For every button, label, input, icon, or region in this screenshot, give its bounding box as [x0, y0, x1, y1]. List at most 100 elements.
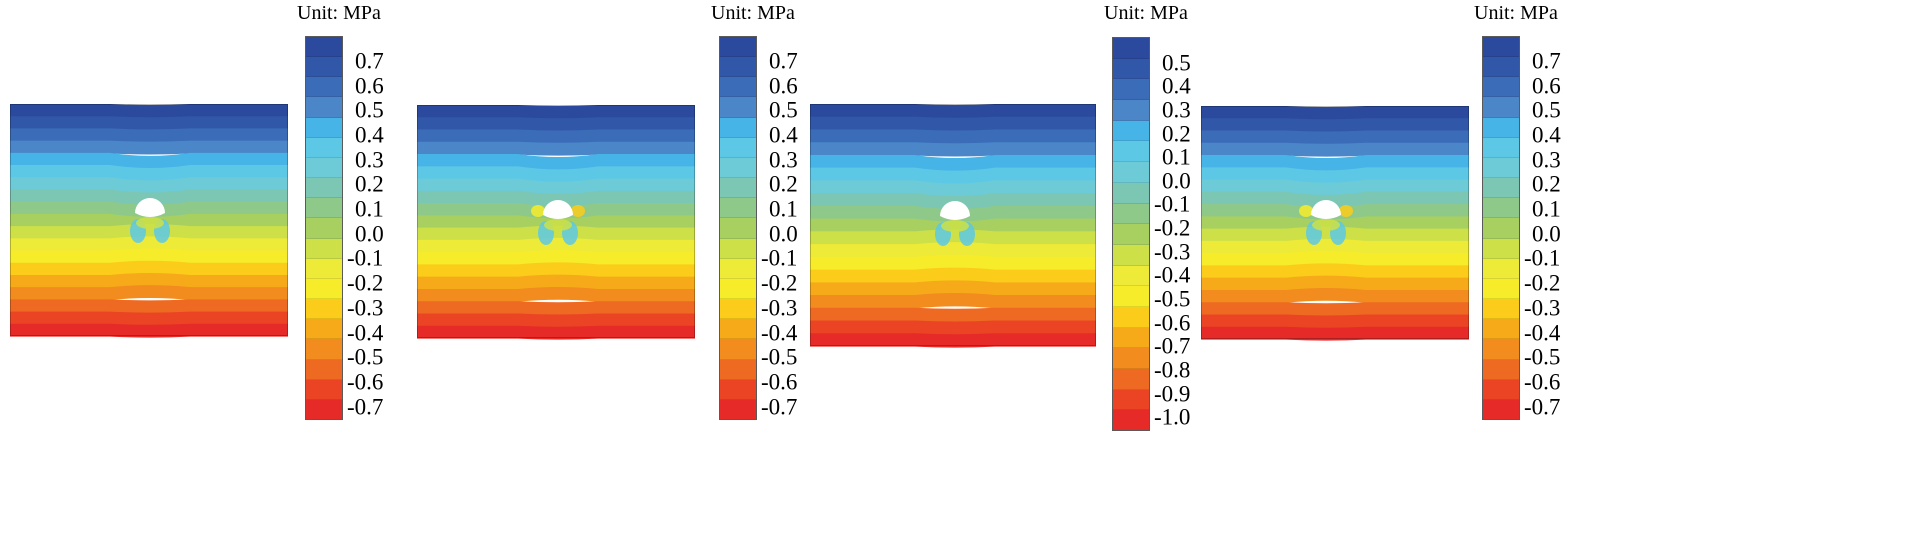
- legend-swatch: [1113, 327, 1149, 349]
- stress-contour-plot: [10, 104, 288, 338]
- legend-tick-label: -0.1: [347, 245, 384, 271]
- legend-tick-label: 0.3: [355, 147, 384, 173]
- legend-tick-label: -0.4: [347, 320, 384, 345]
- legend-tick-label: -0.5: [761, 344, 798, 370]
- legend-swatch: [306, 339, 342, 360]
- legend-tick-label: -0.7: [761, 394, 798, 420]
- legend-swatch: [720, 258, 756, 279]
- legend-tick-label: 0.0: [769, 221, 798, 247]
- stress-concentration-zone: [1299, 205, 1313, 217]
- contour-band: [417, 262, 695, 278]
- legend-swatch: [720, 238, 756, 259]
- legend-swatch: [1483, 278, 1519, 300]
- contour-band: [1201, 191, 1469, 208]
- contour-band: [1201, 326, 1469, 341]
- contour-band: [10, 260, 288, 276]
- contour-band: [1201, 118, 1469, 133]
- legend-tick-label: -0.9: [1154, 381, 1191, 407]
- color-legend: Unit: MPa 0.7 0.6 0.5 0.4 0.3 0.2 0.1 0.0 -0.1 -0.…: [1474, 0, 1592, 537]
- stress-contour-plot: [417, 105, 695, 340]
- legend-tick-label: -0.2: [347, 270, 384, 296]
- legend-swatch: [1483, 359, 1519, 380]
- legend-tick-label: -0.2: [1154, 215, 1191, 241]
- contour-frame: [810, 104, 1096, 346]
- legend-tick-label: -0.6: [761, 369, 798, 395]
- legend-swatch: [720, 117, 756, 138]
- contour-band: [810, 142, 1096, 157]
- legend-tick-label: 0.6: [1532, 73, 1561, 99]
- contour-band: [417, 190, 695, 207]
- stress-concentration-zone: [136, 217, 164, 229]
- legend-tick-label: 0.1: [1162, 144, 1191, 170]
- legend-swatch: [1113, 141, 1149, 163]
- contour-band: [10, 104, 288, 118]
- contour-band: [810, 254, 1096, 271]
- contour-band: [810, 180, 1096, 197]
- contour-band: [417, 286, 695, 302]
- contour-band: [417, 154, 695, 170]
- legend-swatch: [720, 178, 756, 199]
- legend-swatch: [1113, 162, 1149, 183]
- legend-swatch: [1113, 38, 1149, 59]
- legend-tick-label: -0.8: [1154, 357, 1191, 383]
- legend-swatch: [720, 37, 756, 58]
- legend-swatch: [720, 339, 756, 360]
- contour-band: [10, 152, 288, 169]
- legend-tick-label: -0.4: [1154, 262, 1191, 288]
- legend-swatch: [720, 359, 756, 380]
- contour-band: [1201, 130, 1469, 145]
- tunnel-opening: [543, 200, 573, 219]
- legend-swatch: [1483, 77, 1519, 98]
- legend-color-bar: [1482, 36, 1520, 420]
- contour-frame: [10, 104, 288, 336]
- legend-tick-label: 0.2: [355, 171, 384, 197]
- contour-band: [10, 299, 288, 314]
- contour-band: [417, 325, 695, 340]
- contour-band: [1201, 302, 1469, 317]
- legend-unit-label: Unit: MPa: [1104, 2, 1188, 24]
- legend-swatch: [720, 218, 756, 239]
- legend-swatch: [1483, 218, 1519, 239]
- legend-swatch: [306, 278, 342, 300]
- contour-band: [810, 104, 1096, 119]
- legend-swatch: [306, 77, 342, 98]
- contour-band: [417, 141, 695, 156]
- legend-tick-label: -0.6: [1154, 310, 1191, 336]
- legend-tick-label: 0.6: [769, 73, 798, 99]
- legend-swatch: [1113, 265, 1149, 287]
- contour-band: [810, 320, 1096, 335]
- legend-tick-label: 0.3: [1162, 97, 1191, 123]
- contour-band: [1201, 287, 1469, 303]
- legend-swatch: [306, 379, 342, 400]
- legend-swatch: [1483, 299, 1519, 320]
- legend-tick-label: -0.3: [347, 295, 384, 321]
- contour-band: [810, 129, 1096, 144]
- contour-band: [1201, 142, 1469, 157]
- legend-swatch: [1113, 58, 1149, 80]
- legend-swatch: [720, 278, 756, 300]
- legend-swatch: [306, 359, 342, 380]
- stress-concentration-zone: [1312, 219, 1340, 231]
- contour-frame: [417, 105, 695, 338]
- stress-concentration-zone: [544, 219, 572, 231]
- contour-band: [10, 311, 288, 326]
- legend-swatch: [1483, 198, 1519, 219]
- legend-swatch: [306, 198, 342, 219]
- tunnel-opening: [1311, 200, 1341, 219]
- legend-swatch: [1113, 410, 1149, 431]
- legend-swatch: [720, 137, 756, 158]
- legend-swatch: [720, 379, 756, 400]
- legend-tick-label: 0.2: [1162, 121, 1191, 147]
- legend-swatch: [720, 77, 756, 98]
- stress-concentration-zone: [531, 205, 545, 217]
- legend-tick-label: 0.7: [355, 48, 384, 74]
- legend-swatch: [1113, 286, 1149, 307]
- contour-band: [10, 116, 288, 131]
- legend-tick-label: 0.5: [355, 97, 384, 123]
- legend-swatch: [1483, 57, 1519, 78]
- contour-band: [417, 178, 695, 195]
- legend-unit-label: Unit: MPa: [711, 2, 795, 24]
- legend-swatch: [306, 238, 342, 259]
- stress-contour-plot: [810, 104, 1096, 348]
- legend-swatch: [1113, 369, 1149, 390]
